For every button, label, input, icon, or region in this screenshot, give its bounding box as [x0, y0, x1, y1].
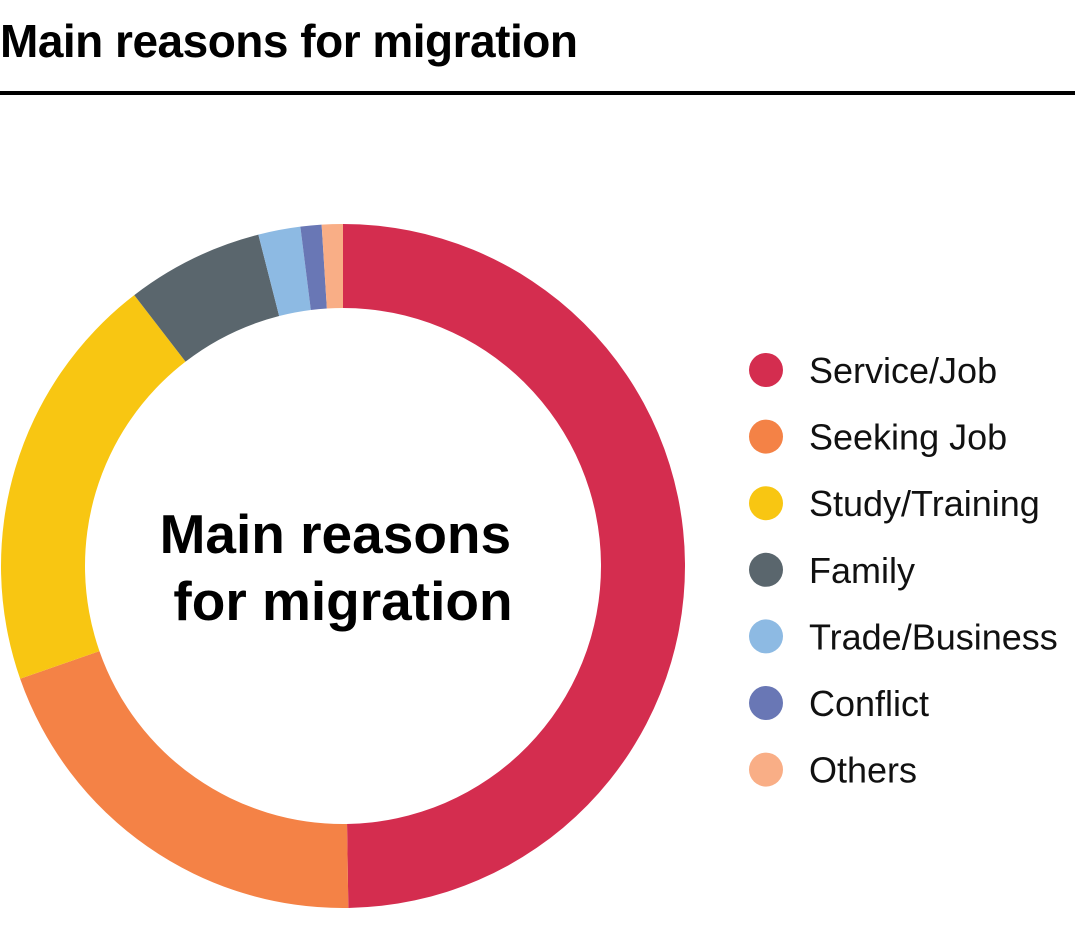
center-label-line-1: Main reasons — [160, 503, 512, 565]
legend-swatch-service-job — [749, 353, 783, 387]
legend-item-seeking-job: Seeking Job — [749, 417, 1007, 458]
legend-label-seeking-job: Seeking Job — [809, 417, 1007, 458]
legend-swatch-trade-business — [749, 619, 783, 654]
center-label: Main reasons for migration — [160, 503, 527, 632]
legend-swatch-family — [749, 552, 783, 587]
legend-swatch-others — [749, 752, 783, 787]
legend-label-trade-business: Trade/Business — [809, 616, 1058, 657]
legend-label-service-job: Service/Job — [809, 350, 997, 391]
slice-family — [134, 234, 280, 362]
title-divider — [0, 91, 1075, 95]
legend-item-others: Others — [749, 750, 917, 791]
slice-study-training — [1, 295, 186, 679]
slice-trade-business — [258, 226, 311, 317]
legend-swatch-seeking-job — [749, 419, 783, 454]
page-title: Main reasons for migration — [0, 15, 578, 67]
legend-item-family: Family — [749, 550, 915, 591]
legend: Service/Job Seeking Job Study/Training Fami… — [749, 350, 1058, 791]
legend-item-service-job: Service/Job — [749, 350, 997, 391]
legend-label-conflict: Conflict — [809, 683, 929, 724]
center-label-line-2: for migration — [173, 570, 512, 632]
slice-others — [321, 224, 343, 309]
legend-item-conflict: Conflict — [749, 683, 929, 724]
slice-conflict — [300, 224, 327, 311]
slice-service-job — [343, 223, 686, 908]
legend-label-study-training: Study/Training — [809, 483, 1040, 524]
legend-swatch-conflict — [749, 686, 783, 720]
slice-seeking-job — [20, 651, 349, 909]
legend-item-study-training: Study/Training — [749, 483, 1040, 524]
legend-item-trade-business: Trade/Business — [749, 616, 1058, 657]
donut-slices — [1, 223, 686, 909]
legend-label-others: Others — [809, 750, 917, 791]
legend-swatch-study-training — [749, 486, 783, 521]
legend-label-family: Family — [809, 550, 915, 591]
